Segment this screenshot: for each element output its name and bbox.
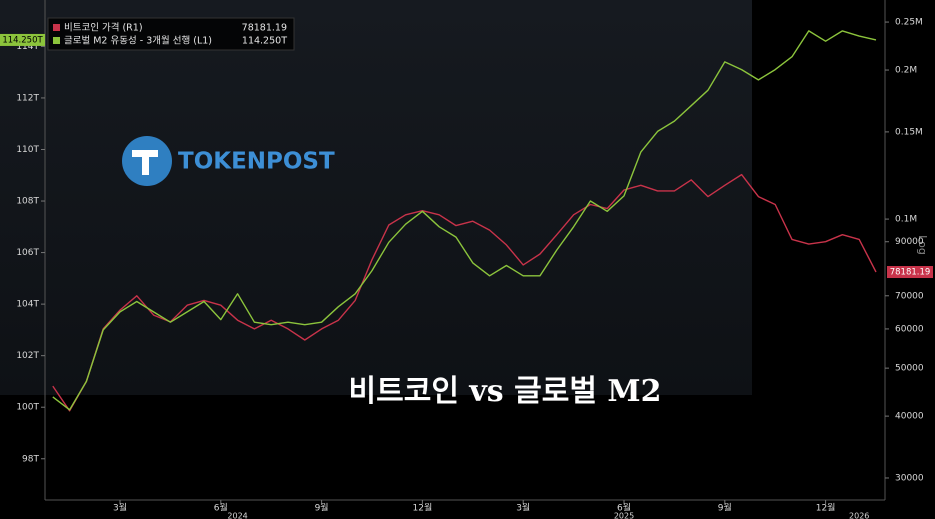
- legend-value: 114.250T: [242, 36, 287, 47]
- shaded-region: [0, 0, 752, 395]
- y2-tick-label: 0.2M: [895, 66, 917, 76]
- y2-tick-label: 0.25M: [895, 18, 923, 28]
- x-tick-label: 6월: [214, 502, 228, 514]
- y-tick-label: 114T: [16, 42, 39, 52]
- last-value-label: 114.250T: [2, 35, 43, 45]
- y-tick-label: 104T: [16, 300, 39, 310]
- y2-tick-label: 0.15M: [895, 127, 923, 137]
- y-tick-label: 98T: [22, 454, 39, 464]
- x-year-label: 2024: [227, 512, 247, 519]
- watermark-text: TOKENPOST: [178, 149, 335, 175]
- x-tick-label: 6월: [617, 502, 631, 514]
- logo-mark: [132, 150, 158, 175]
- x-tick-label: 12월: [413, 502, 433, 514]
- legend-label: 비트코인 가격 (R1): [64, 22, 143, 34]
- y-tick-label: 110T: [16, 145, 39, 155]
- y-tick-label: 112T: [16, 93, 39, 103]
- watermark: TOKENPOST: [122, 136, 335, 186]
- x-tick-label: 9월: [718, 502, 732, 514]
- y-tick-label: 108T: [16, 197, 39, 207]
- x-tick-label: 12월: [816, 502, 836, 514]
- series-line: [52, 173, 877, 412]
- legend: 비트코인 가격 (R1) 78181.19 글로벌 M2 유동성 - 3개월 선…: [47, 17, 295, 51]
- y2-tick-label: 30000: [895, 473, 924, 483]
- y2-tick-label: 90000: [895, 237, 924, 247]
- legend-swatch: [53, 24, 60, 31]
- y-tick-label: 106T: [16, 248, 39, 258]
- y2-tick-label: 60000: [895, 324, 924, 334]
- x-year-label: 2025: [614, 512, 634, 519]
- legend-box: [47, 17, 295, 51]
- x-tick-label: 3월: [113, 502, 127, 514]
- legend-label: 글로벌 M2 유동성 - 3개월 선행 (L1): [64, 35, 212, 47]
- series-line: [52, 30, 877, 411]
- y2-tick-label: 0.1M: [895, 215, 917, 225]
- x-year-label: 2026: [849, 512, 869, 519]
- last-value-tag: [0, 33, 45, 46]
- last-value-label: 78181.19: [890, 268, 931, 278]
- x-tick-label: 9월: [315, 502, 329, 514]
- y-tick-label: 100T: [16, 403, 39, 413]
- y2-tick-label: 40000: [895, 412, 924, 422]
- y-tick-label: 102T: [16, 351, 39, 361]
- last-value-tag: [887, 266, 933, 279]
- plot: 98T 100T 102T 104T 106T 108T 110T 112T 114T 30000…: [0, 18, 933, 519]
- y2-tick-label: 70000: [895, 291, 924, 301]
- x-tick-label: 3월: [516, 502, 530, 514]
- y2-tick-label: 50000: [895, 364, 924, 374]
- log-label: Log: [916, 235, 929, 255]
- legend-value: 78181.19: [242, 23, 287, 34]
- overlay-title: 비트코인 vs 글로벌 M2: [349, 374, 662, 409]
- legend-swatch: [53, 37, 60, 44]
